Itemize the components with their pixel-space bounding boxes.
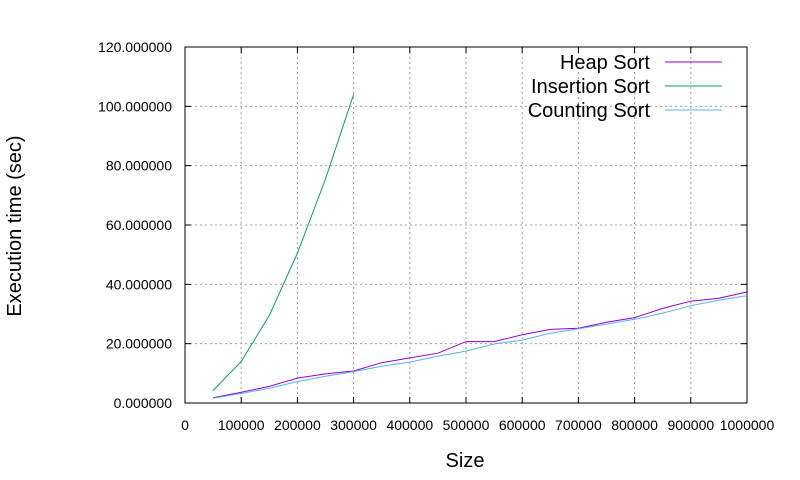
- heap-sort-legend-label: Heap Sort: [560, 52, 650, 74]
- y-tick-label: 100.000000: [98, 98, 172, 114]
- x-tick-label: 500000: [443, 417, 490, 433]
- x-tick-label: 900000: [667, 417, 714, 433]
- data-series: [212, 94, 748, 399]
- counting-sort-legend-label: Counting Sort: [528, 100, 651, 122]
- y-tick-label: 120.000000: [98, 39, 172, 55]
- x-tick-label: 1000000: [720, 417, 775, 433]
- x-tick-label: 800000: [611, 417, 658, 433]
- insertion-sort-line: [212, 94, 355, 391]
- x-tick-label: 200000: [274, 417, 321, 433]
- y-axis-label: Execution time (sec): [4, 135, 26, 316]
- x-tick-label: 300000: [330, 417, 377, 433]
- x-tick-label: 600000: [499, 417, 546, 433]
- heap-sort-line: [213, 291, 748, 399]
- y-tick-label: 80.000000: [106, 158, 172, 174]
- x-axis-label: Size: [446, 450, 485, 472]
- x-tick-label: 400000: [386, 417, 433, 433]
- counting-sort-line: [213, 295, 748, 399]
- y-tick-label: 60.000000: [106, 217, 172, 233]
- y-tick-label: 20.000000: [106, 336, 172, 352]
- x-tick-label: 700000: [555, 417, 602, 433]
- x-tick-label: 100000: [218, 417, 265, 433]
- insertion-sort-legend-label: Insertion Sort: [531, 76, 650, 98]
- y-tick-label: 40.000000: [106, 276, 172, 292]
- x-tick-label: 0: [181, 417, 189, 433]
- axis-ticks: 0 100000 200000 300000 400000 500000 600000 700…: [98, 39, 774, 433]
- y-tick-label: 0.000000: [114, 395, 173, 411]
- grid-lines: [185, 47, 747, 403]
